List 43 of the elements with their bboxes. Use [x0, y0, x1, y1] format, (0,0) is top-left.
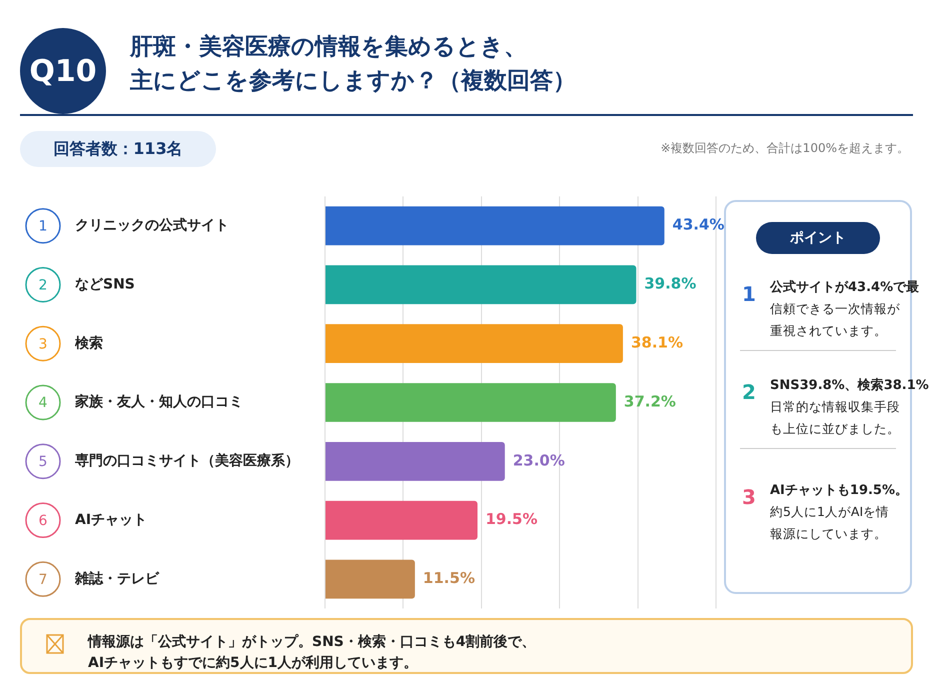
bar [326, 265, 636, 304]
y-tick-label: AIチャット [75, 512, 148, 528]
y-tick-label: クリニックの公式サイト [75, 217, 229, 234]
bar [326, 324, 623, 364]
y-tick-label: などSNS [75, 276, 135, 292]
bar [326, 500, 478, 540]
text: 公式サイトが43.4%で最 [770, 279, 920, 296]
text: AIチャットも19.5%。 [770, 482, 908, 499]
text: 信頼できる一次情報が重視されています。 [770, 300, 901, 340]
text: 5 [38, 454, 48, 470]
chart-title: 肝斑・美容医療の情報を集めるとき、主にどこを参考にしますか？（複数回答） [130, 32, 576, 96]
text: 日常的な情報収集手段も上位に並びました。 [770, 398, 901, 438]
bar [326, 442, 505, 481]
text: 4 [38, 395, 48, 412]
text: 3 [38, 336, 48, 352]
y-tick-label: 雑誌・テレビ [74, 570, 160, 587]
text: 情報源は「公式サイト」がトップ。SNS・検索・口コミも4割前後で、AIチャットもすでに約5人に1人が利用しています。 [88, 633, 536, 673]
text: ※複数回答のため、合計は100%を超えます。 [660, 140, 909, 157]
bar [326, 206, 664, 246]
data-label: 23.0% [512, 451, 565, 470]
bar [326, 383, 616, 422]
y-tick-label: 専門の口コミサイト（美容医療系） [74, 452, 299, 470]
data-label: 38.1% [630, 334, 683, 352]
text: 約5人に1人がAIを情報源にしています。 [770, 503, 890, 543]
text: 2 [38, 277, 48, 294]
data-label: 43.4% [672, 216, 724, 234]
text: 1 [742, 282, 756, 306]
data-label: 19.5% [485, 510, 538, 528]
text: ポイント [756, 222, 880, 254]
text: SNS39.8%、検索38.1% [770, 376, 929, 394]
text: 回答者数：113名 [20, 131, 216, 167]
bar [326, 560, 415, 599]
text: 1 [38, 218, 48, 234]
text: 2 [742, 380, 756, 404]
text: Q10 [20, 28, 106, 114]
text: 6 [38, 512, 48, 529]
data-label: 11.5% [422, 569, 475, 588]
data-label: 39.8% [644, 274, 696, 293]
text: 7 [38, 572, 48, 588]
data-label: 37.2% [624, 392, 676, 410]
y-tick-label: 家族・友人・知人の口コミ [74, 393, 243, 410]
y-tick-label: 検索 [74, 335, 103, 352]
text: 3 [742, 485, 756, 509]
